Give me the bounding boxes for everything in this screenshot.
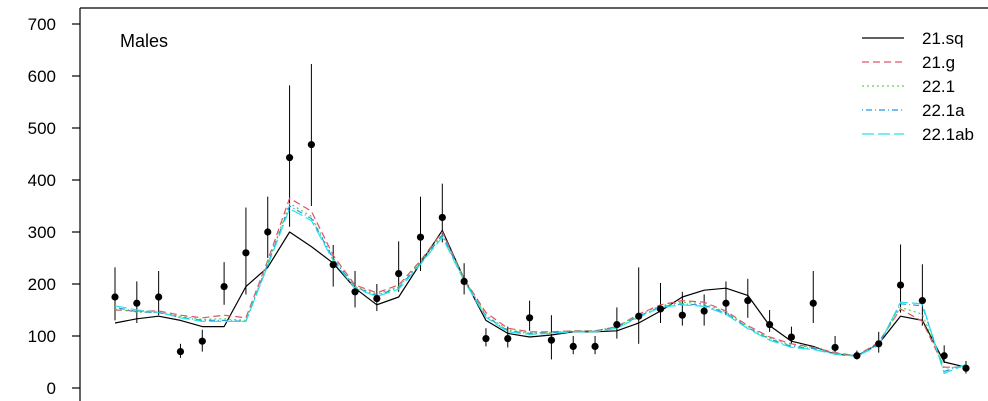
plot-frame — [79, 7, 988, 401]
data-point — [198, 337, 206, 345]
data-point — [285, 154, 294, 162]
series-line-21-g — [114, 197, 966, 368]
data-point — [918, 297, 926, 305]
legend: 21.sq 21.g 22.1 22.1a 22.1ab — [862, 29, 974, 144]
data-point — [395, 270, 403, 278]
y-tick-label: 400 — [28, 171, 56, 190]
data-point — [547, 336, 556, 344]
legend-label: 21.sq — [922, 29, 964, 48]
data-point — [242, 249, 250, 257]
data-point — [766, 320, 774, 329]
legend-label: 22.1ab — [922, 125, 974, 144]
data-point — [591, 342, 599, 350]
legend-label: 22.1a — [922, 101, 965, 120]
data-point — [329, 261, 337, 269]
data-point — [351, 288, 359, 296]
data-point — [940, 352, 948, 360]
data-point — [460, 277, 468, 285]
data-point — [482, 335, 490, 343]
data-point — [962, 364, 970, 372]
data-point — [373, 294, 381, 303]
data-point — [787, 333, 796, 341]
data-point — [613, 320, 621, 329]
data-point — [176, 348, 185, 356]
observation-points — [111, 141, 970, 372]
data-point — [307, 141, 315, 149]
data-point — [438, 213, 446, 222]
panel-label: Males — [120, 31, 168, 51]
data-point — [896, 281, 905, 289]
y-tick-label: 100 — [28, 327, 56, 346]
y-tick-label: 200 — [28, 275, 56, 294]
legend-label: 22.1 — [922, 77, 955, 96]
data-point — [744, 297, 752, 305]
data-point — [853, 352, 861, 360]
data-point — [656, 305, 665, 313]
data-point — [569, 342, 577, 350]
y-tick-label: 0 — [47, 379, 56, 398]
series-line-22-1ab — [114, 208, 967, 374]
series-lines — [114, 197, 967, 374]
data-point — [133, 299, 141, 307]
data-point — [700, 307, 708, 315]
data-point — [678, 311, 686, 319]
data-point — [831, 343, 839, 352]
y-tick-label: 600 — [28, 67, 56, 86]
y-tick-label: 300 — [28, 223, 56, 242]
data-point — [809, 299, 817, 307]
y-tick-label: 500 — [28, 119, 56, 138]
data-point — [264, 228, 272, 236]
legend-label: 21.g — [922, 53, 955, 72]
data-point — [220, 283, 228, 291]
data-point — [155, 293, 163, 301]
error-bars — [114, 64, 967, 374]
data-point — [111, 293, 119, 301]
series-line-22-1 — [114, 202, 967, 369]
y-tick-label: 700 — [28, 15, 56, 34]
data-point — [722, 299, 730, 307]
data-point — [525, 314, 534, 322]
data-point — [416, 233, 425, 241]
y-axis: 0 100 200 300 400 500 600 700 — [28, 15, 80, 398]
data-point — [635, 312, 643, 320]
data-point — [875, 340, 883, 348]
data-point — [504, 335, 512, 343]
